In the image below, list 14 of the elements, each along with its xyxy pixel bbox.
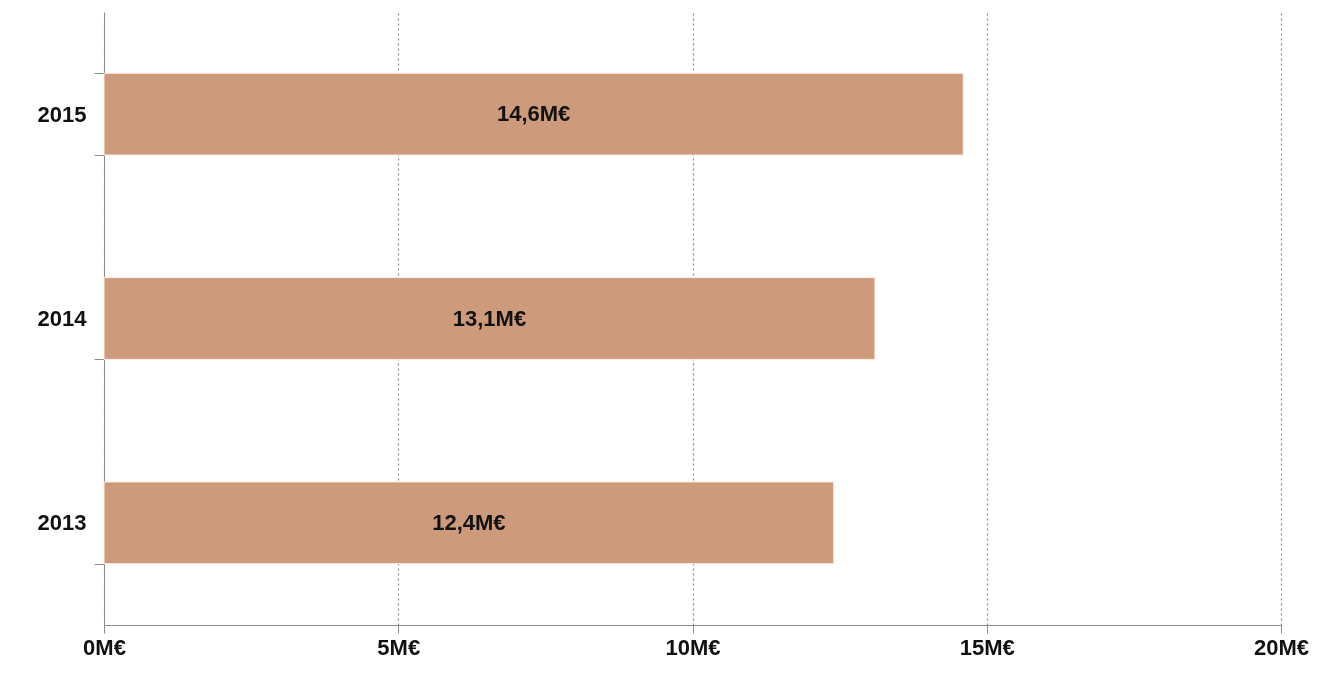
data-label: 14,6M€: [496, 101, 571, 127]
bar: [103, 481, 835, 565]
x-tick-label: 15M€: [959, 634, 1015, 660]
data-label: 13,1M€: [452, 305, 527, 331]
x-tick-label: 0M€: [83, 634, 126, 660]
y-tick-label: 2015: [37, 101, 87, 127]
x-tick-label: 5M€: [377, 634, 421, 660]
x-tick-label: 10M€: [665, 634, 721, 660]
x-tick-label: 20M€: [1253, 634, 1310, 660]
data-label: 12,4M€: [432, 509, 506, 535]
y-tick-label: 2014: [37, 306, 88, 331]
y-tick-label: 2013: [37, 510, 87, 536]
bar: [103, 72, 964, 156]
bar: [103, 277, 876, 360]
